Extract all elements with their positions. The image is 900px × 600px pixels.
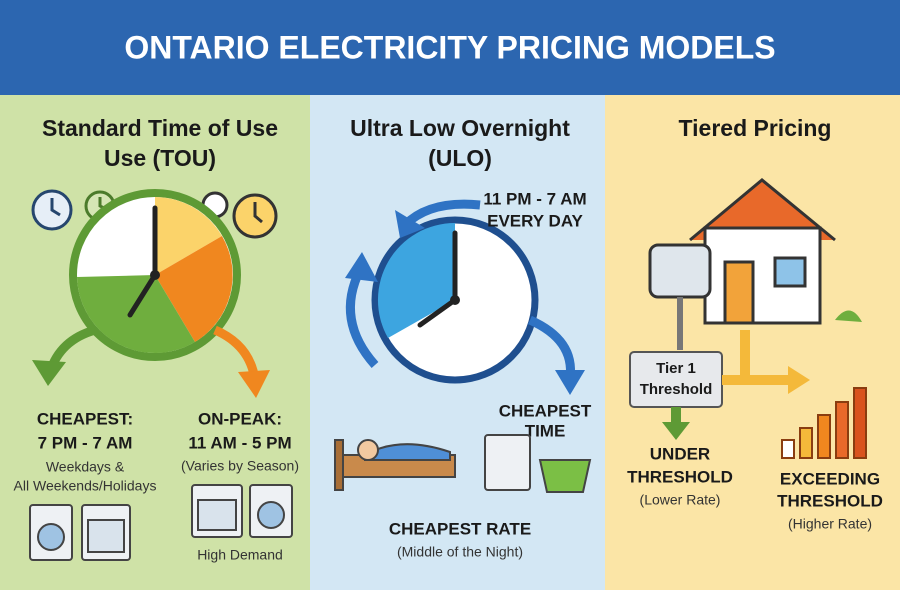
cheapest-note: All Weekends/Holidays <box>14 478 157 494</box>
panel-title: Use (TOU) <box>104 145 216 171</box>
ulo-schedule: 11 PM - 7 AM <box>483 189 586 208</box>
onpeak-note: (Varies by Season) <box>181 458 299 474</box>
house <box>648 178 862 350</box>
panel-title: Ultra Low Overnight <box>350 115 570 141</box>
panel-title: Tiered Pricing <box>679 115 832 141</box>
under-note: (Lower Rate) <box>640 492 721 508</box>
threshold-text: Tier 1 <box>656 360 696 377</box>
exceeding-label: EXCEEDING <box>780 469 880 488</box>
rising-bars <box>781 387 867 459</box>
cheapest-note: Weekdays & <box>46 459 125 475</box>
cheapest-time: CHEAPEST <box>499 401 592 420</box>
onpeak-caption: High Demand <box>197 547 283 563</box>
rate-label: CHEAPEST RATE <box>389 519 531 538</box>
onpeak-label: ON-PEAK: <box>198 409 282 428</box>
appliances <box>29 484 293 561</box>
cheapest-label: CHEAPEST: <box>37 409 133 428</box>
onpeak-hours: 11 AM - 5 PM <box>188 433 291 452</box>
cheapest-time: TIME <box>525 421 566 440</box>
tou-clock <box>32 189 270 398</box>
threshold-text: Threshold <box>640 381 713 398</box>
title: ONTARIO ELECTRICITY PRICING MODELS <box>124 29 775 65</box>
panel-title: Standard Time of Use <box>42 115 278 141</box>
ulo-schedule: EVERY DAY <box>487 211 583 230</box>
exceeding-note: (Higher Rate) <box>788 516 872 532</box>
panel-tiered <box>605 95 900 590</box>
under-label: THRESHOLD <box>627 467 733 486</box>
header-band <box>0 0 900 95</box>
rate-note: (Middle of the Night) <box>397 544 523 560</box>
panel-title: (ULO) <box>428 145 492 171</box>
under-label: UNDER <box>650 444 710 463</box>
cheapest-hours: 7 PM - 7 AM <box>38 433 133 452</box>
sleep-and-appliances <box>334 434 592 493</box>
flow-arrows <box>662 330 810 440</box>
ulo-clock <box>345 199 585 395</box>
exceeding-label: THRESHOLD <box>777 491 883 510</box>
